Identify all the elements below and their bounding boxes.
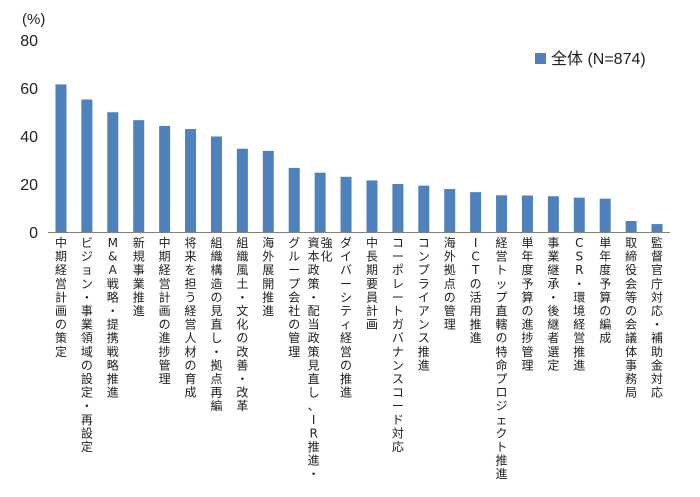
y-tick-label: 80 (20, 33, 38, 50)
bar (262, 150, 274, 232)
bars (55, 84, 663, 233)
category-label: ダイバーシティ経営の推進 (340, 235, 352, 400)
bar (236, 148, 248, 232)
y-tick-label: 60 (20, 81, 38, 98)
category-label: 事業継承・後継者選定 (547, 236, 559, 372)
bar (210, 136, 222, 232)
bar (418, 185, 430, 232)
bar (107, 112, 119, 232)
legend-swatch (535, 53, 546, 64)
bar (625, 220, 637, 232)
bar (314, 172, 326, 232)
bar (288, 167, 300, 232)
category-label: 組織構造の見直し・拠点再編 (210, 236, 222, 413)
legend: 全体 (N=874) (535, 50, 646, 68)
category-label: 海外展開推進 (262, 235, 274, 318)
category-label: C S R ・環境経営推進 (573, 236, 585, 372)
category-label: 資本政策・配当政策見直し、 I R 推進・強化 (308, 236, 333, 481)
y-axis-ticks: 0 20 40 60 80 (20, 33, 38, 242)
category-label: コーポレートガバナンスコード対応 (392, 236, 404, 454)
bar (444, 189, 456, 232)
category-label: 単年度予算の編成 (599, 236, 611, 345)
bar (573, 197, 585, 232)
bar (651, 224, 663, 232)
y-tick-label: 40 (20, 129, 38, 146)
category-label: 単年度予算の進捗管理 (521, 236, 533, 372)
y-tick-label: 0 (29, 225, 38, 242)
bar (55, 84, 67, 233)
category-label: コンプライアンス推進 (418, 236, 430, 372)
category-label: グループ会社の管理 (288, 236, 300, 359)
category-label: 中長期要員計画 (366, 235, 378, 332)
category-label: 監督官庁対応・補助金対応 (651, 235, 663, 400)
bar (496, 195, 508, 232)
category-label: 将来を担う経営人材の育成 (185, 236, 197, 400)
bar (185, 129, 197, 232)
category-label: 組織風土・文化の改善・改革 (236, 236, 248, 413)
bar (159, 125, 171, 232)
category-label: 取締役会等の会議体事務局 (625, 236, 637, 400)
category-label: 海外拠点の管理 (444, 235, 456, 332)
bar (521, 195, 533, 232)
category-label: I C T の活用推進 (470, 236, 482, 345)
bar (599, 198, 611, 232)
category-label: 新規事業推進 (133, 235, 145, 318)
y-tick-label: 20 (20, 177, 38, 194)
legend-label: 全体 (N=874) (551, 50, 646, 68)
category-label: ビジョン・事業領域の設定・再設定 (81, 236, 93, 454)
category-label: 中期経営計画の策定 (55, 235, 67, 359)
bar (547, 196, 559, 232)
category-labels: 中期経営計画の策定 ビジョン・事業領域の設定・再設定 M & A 戦略・提携戦略推進 新規事… (55, 235, 663, 481)
y-axis-unit-label: (%) (22, 11, 45, 28)
category-label: 経営トップ直轄の特命プロジェクト推進 (496, 236, 508, 481)
category-label: 中期経営計画の進捗管理 (159, 235, 171, 386)
bar (340, 176, 352, 232)
bar (392, 184, 404, 232)
bar (470, 192, 482, 232)
bar (81, 99, 93, 233)
category-label: M & A 戦略・提携戦略推進 (107, 236, 119, 400)
bar (133, 120, 145, 232)
bar (366, 180, 378, 232)
